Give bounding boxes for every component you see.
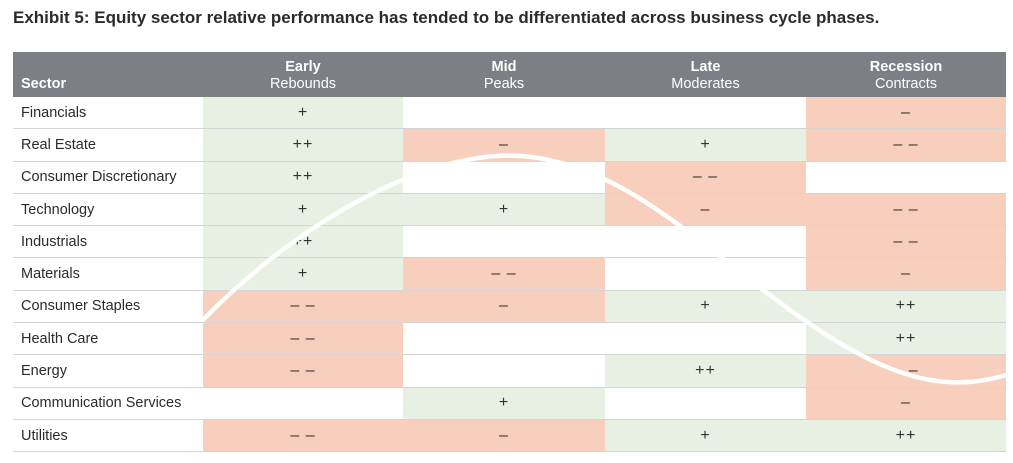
table-row: Health Care – – ++ [13, 323, 1006, 356]
cell-recession: – [806, 387, 1006, 419]
cell-early [203, 387, 403, 419]
cell-late [605, 323, 806, 355]
cell-early: – – [203, 323, 403, 355]
cell-late: + [605, 419, 806, 452]
cell-early: + [203, 193, 403, 226]
cell-late [605, 97, 806, 129]
cell-mid: + [403, 387, 605, 419]
cell-early: ++ [203, 129, 403, 161]
cell-mid: + [403, 193, 605, 226]
cell-recession: – – [806, 355, 1006, 387]
header-recession-label: Recession [869, 59, 943, 75]
table-row: Technology + + – – – [13, 193, 1006, 227]
cell-late: + [605, 129, 806, 161]
cell-recession: ++ [806, 323, 1006, 355]
header-sector-label: Sector [21, 76, 67, 92]
chart-title: Exhibit 5: Equity sector relative perfor… [13, 8, 880, 27]
cell-late: ++ [605, 355, 806, 387]
header-mid: Mid Peaks [403, 52, 605, 97]
table-row: Utilities – – – + ++ [13, 419, 1006, 453]
cell-recession: – – [806, 129, 1006, 161]
cell-recession: – [806, 258, 1006, 290]
cell-early: + [203, 97, 403, 129]
cell-mid [403, 226, 605, 258]
header-recession-sub: Contracts [874, 76, 938, 92]
header-early-sub: Rebounds [269, 76, 337, 92]
table-row: Financials + – [13, 97, 1006, 130]
cell-late: – [605, 193, 806, 226]
cell-recession [806, 161, 1006, 193]
sector-name: Communication Services [21, 395, 182, 412]
sector-name: Industrials [21, 233, 88, 250]
sector-name: Technology [21, 201, 95, 218]
cell-mid [403, 97, 605, 129]
table-body: Financials + – Real Estate ++ – + – – Consumer D… [13, 97, 1006, 453]
header-mid-label: Mid [491, 59, 517, 75]
cell-early: – – [203, 290, 403, 323]
sector-name: Materials [21, 266, 80, 283]
cell-recession: – – [806, 226, 1006, 258]
table-row: Consumer Staples – – – + ++ [13, 290, 1006, 324]
cell-early: + [203, 258, 403, 290]
cell-late [605, 258, 806, 290]
sector-name: Health Care [21, 330, 99, 347]
table-row: Consumer Discretionary ++ – – [13, 161, 1006, 194]
table-row: Energy – – ++ – – [13, 355, 1006, 388]
cell-recession: – [806, 97, 1006, 129]
table-header: Sector Early Rebounds Mid Peaks Late Mod… [13, 52, 1006, 97]
header-late-label: Late [690, 59, 721, 75]
cell-mid: – [403, 290, 605, 323]
cell-late: – – [605, 161, 806, 193]
cell-early: ++ [203, 161, 403, 193]
cell-mid: – – [403, 258, 605, 290]
cell-mid [403, 355, 605, 387]
header-late-sub: Moderates [671, 76, 740, 92]
sector-performance-table: Sector Early Rebounds Mid Peaks Late Mod… [13, 52, 1006, 453]
sector-name: Financials [21, 104, 87, 121]
cell-recession: ++ [806, 290, 1006, 323]
cell-mid [403, 323, 605, 355]
header-late: Late Moderates [605, 52, 806, 97]
table-row: Industrials ++ – – [13, 226, 1006, 259]
cell-late [605, 387, 806, 419]
table-row: Real Estate ++ – + – – [13, 129, 1006, 162]
cell-mid: – [403, 129, 605, 161]
cell-mid: – [403, 419, 605, 452]
table-row: Materials + – – – [13, 258, 1006, 291]
cell-recession: ++ [806, 419, 1006, 452]
header-sector: Sector [13, 52, 203, 97]
cell-early: – – [203, 419, 403, 452]
header-mid-sub: Peaks [483, 76, 525, 92]
cell-late: + [605, 290, 806, 323]
cell-early: ++ [203, 226, 403, 258]
sector-name: Energy [21, 363, 67, 380]
sector-name: Consumer Staples [21, 298, 141, 315]
sector-name: Real Estate [21, 136, 96, 153]
cell-mid [403, 161, 605, 193]
header-early: Early Rebounds [203, 52, 403, 97]
cell-late [605, 226, 806, 258]
header-recession: Recession Contracts [806, 52, 1006, 97]
table-row: Communication Services + – [13, 387, 1006, 420]
cell-recession: – – [806, 193, 1006, 226]
sector-name: Utilities [21, 427, 68, 444]
cell-early: – – [203, 355, 403, 387]
sector-name: Consumer Discretionary [21, 169, 177, 186]
header-early-label: Early [285, 59, 321, 75]
